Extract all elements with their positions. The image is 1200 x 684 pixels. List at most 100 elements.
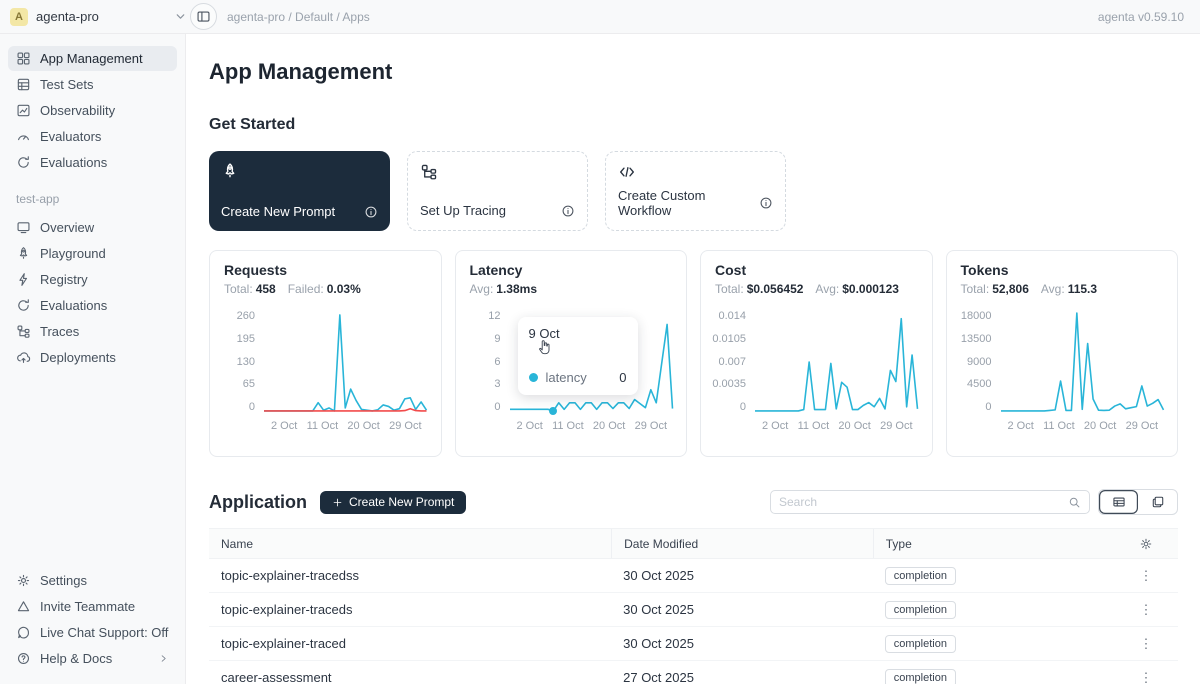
- tree-icon: [16, 324, 31, 339]
- card-label: Create New Prompt: [221, 204, 335, 219]
- sidebar-item-label: Registry: [40, 272, 88, 287]
- sidebar-item-label: Invite Teammate: [40, 599, 135, 614]
- sidebar-item-label: Evaluations: [40, 155, 107, 170]
- column-header-name[interactable]: Name: [209, 537, 611, 551]
- sidebar-item-evaluations[interactable]: Evaluations: [8, 150, 177, 175]
- create-new-prompt-button[interactable]: Create New Prompt: [320, 491, 466, 514]
- metrics-cards: Requests Total:458 Failed:0.03% 26019513…: [209, 250, 1178, 457]
- sidebar-item-help-docs[interactable]: Help & Docs: [8, 646, 177, 671]
- info-icon[interactable]: [561, 204, 575, 218]
- test-sets-icon: [16, 77, 31, 92]
- sidebar-item-label: Test Sets: [40, 77, 93, 92]
- row-menu-button[interactable]: ⋮: [1140, 636, 1153, 652]
- sidebar-item-playground[interactable]: Playground: [8, 241, 177, 266]
- row-menu-button[interactable]: ⋮: [1140, 602, 1153, 618]
- tokens-plot[interactable]: [1001, 311, 1164, 413]
- requests-plot[interactable]: [264, 311, 427, 413]
- triangle-icon: [16, 599, 31, 614]
- table-row[interactable]: topic-explainer-tracedss 30 Oct 2025 com…: [209, 559, 1178, 593]
- tokens-chart-card: Tokens Total:52,806 Avg:115.3 1800013500…: [946, 250, 1179, 457]
- latency-chart-card: Latency Avg:1.38ms 129630 9 Oct latency …: [455, 250, 688, 457]
- search-input[interactable]: [779, 495, 1068, 509]
- cost-plot[interactable]: [755, 311, 918, 413]
- sidebar-item-label: Settings: [40, 573, 87, 588]
- table-row[interactable]: topic-explainer-traceds 30 Oct 2025 comp…: [209, 593, 1178, 627]
- top-bar: A agenta-pro agenta-pro / Default / Apps…: [0, 0, 1200, 34]
- card-view-icon: [1151, 495, 1165, 509]
- column-header-date-modified[interactable]: Date Modified: [611, 529, 873, 558]
- sidebar: App Management Test Sets Observability E…: [0, 34, 186, 684]
- latency-plot[interactable]: 9 Oct latency 0: [510, 311, 673, 413]
- sidebar-item-app-management[interactable]: App Management: [8, 46, 177, 71]
- table-header: Name Date Modified Type: [209, 528, 1178, 559]
- sidebar-item-live-chat-support[interactable]: Live Chat Support: Off: [8, 620, 177, 645]
- tree-icon: [420, 163, 438, 181]
- sidebar-item-label: Observability: [40, 103, 115, 118]
- get-started-cards: Create New Prompt Set Up Tracing Create …: [209, 151, 1178, 231]
- sidebar-bottom: Settings Invite Teammate Live Chat Suppo…: [8, 568, 177, 672]
- sidebar-item-registry[interactable]: Registry: [8, 267, 177, 292]
- sidebar-item-deployments[interactable]: Deployments: [8, 345, 177, 370]
- chat-icon: [16, 625, 31, 640]
- y-axis: 260195130650: [224, 311, 264, 413]
- sidebar-item-overview[interactable]: Overview: [8, 215, 177, 240]
- app-date-modified: 30 Oct 2025: [611, 602, 873, 617]
- table-view-button[interactable]: [1099, 490, 1138, 514]
- search-box: [770, 490, 1090, 514]
- chart-stats: Avg:1.38ms: [470, 282, 673, 296]
- info-icon[interactable]: [759, 196, 773, 210]
- main-content: App Management Get Started Create New Pr…: [187, 34, 1200, 684]
- set-up-tracing-card[interactable]: Set Up Tracing: [407, 151, 588, 231]
- table-row[interactable]: topic-explainer-traced 30 Oct 2025 compl…: [209, 627, 1178, 661]
- workspace-name: agenta-pro: [36, 9, 99, 24]
- info-icon[interactable]: [364, 205, 378, 219]
- y-axis: 1800013500900045000: [961, 311, 1001, 413]
- column-header-type[interactable]: Type: [873, 529, 1114, 558]
- refresh-icon: [16, 298, 31, 313]
- sidebar-item-observability[interactable]: Observability: [8, 98, 177, 123]
- workspace-selector[interactable]: A agenta-pro: [10, 8, 188, 26]
- application-title: Application: [209, 492, 307, 513]
- workspace-avatar: A: [10, 8, 28, 26]
- row-menu-button[interactable]: ⋮: [1140, 670, 1153, 684]
- type-badge: completion: [885, 567, 956, 585]
- type-badge: completion: [885, 669, 956, 684]
- type-badge: completion: [885, 635, 956, 653]
- card-label: Create Custom Workflow: [618, 188, 759, 218]
- card-view-button[interactable]: [1138, 490, 1177, 514]
- sidebar-item-label: Evaluators: [40, 129, 101, 144]
- create-custom-workflow-card[interactable]: Create Custom Workflow: [605, 151, 786, 231]
- sidebar-item-settings[interactable]: Settings: [8, 568, 177, 593]
- x-axis: 2 Oct11 Oct20 Oct29 Oct: [1003, 420, 1164, 432]
- y-axis: 0.0140.01050.0070.00350: [715, 311, 755, 413]
- application-header: Application Create New Prompt: [209, 489, 1178, 515]
- app-date-modified: 27 Oct 2025: [611, 670, 873, 684]
- app-name: career-assessment: [209, 670, 611, 684]
- breadcrumb[interactable]: agenta-pro / Default / Apps: [227, 10, 370, 24]
- table-row[interactable]: career-assessment 27 Oct 2025 completion…: [209, 661, 1178, 684]
- gauge-icon: [16, 129, 31, 144]
- sidebar-item-invite-teammate[interactable]: Invite Teammate: [8, 594, 177, 619]
- sidebar-item-evaluations-app[interactable]: Evaluations: [8, 293, 177, 318]
- cost-chart-card: Cost Total:$0.056452 Avg:$0.000123 0.014…: [700, 250, 933, 457]
- create-new-prompt-card[interactable]: Create New Prompt: [209, 151, 390, 231]
- card-label: Set Up Tracing: [420, 203, 506, 218]
- chevron-down-icon: [173, 9, 188, 24]
- search-icon[interactable]: [1068, 496, 1081, 509]
- chevron-right-icon: [158, 653, 169, 664]
- sidebar-toggle-button[interactable]: [190, 3, 217, 30]
- chart-title: Cost: [715, 262, 918, 278]
- legend-dot: [529, 373, 538, 382]
- sidebar-item-evaluators[interactable]: Evaluators: [8, 124, 177, 149]
- lightning-icon: [16, 272, 31, 287]
- requests-chart-card: Requests Total:458 Failed:0.03% 26019513…: [209, 250, 442, 457]
- sidebar-item-test-sets[interactable]: Test Sets: [8, 72, 177, 97]
- chart-line-icon: [16, 103, 31, 118]
- applications-table: Name Date Modified Type topic-explainer-…: [209, 528, 1178, 684]
- column-settings-gear-icon[interactable]: [1139, 537, 1153, 551]
- sidebar-item-traces[interactable]: Traces: [8, 319, 177, 344]
- row-menu-button[interactable]: ⋮: [1140, 568, 1153, 584]
- sidebar-section-label: test-app: [16, 192, 177, 206]
- app-date-modified: 30 Oct 2025: [611, 568, 873, 583]
- tooltip-value: 0: [619, 370, 626, 385]
